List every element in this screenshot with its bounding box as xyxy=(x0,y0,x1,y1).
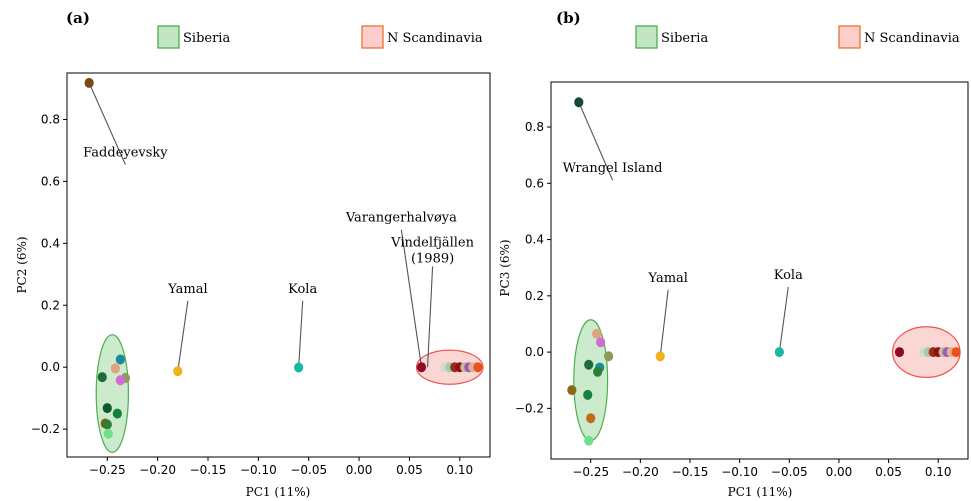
data-point xyxy=(584,360,593,370)
x-tick-label: −0.15 xyxy=(672,465,709,479)
x-axis-label: PC1 (11%) xyxy=(246,485,311,499)
x-tick-label: 0.10 xyxy=(925,465,952,479)
annotation-line xyxy=(178,301,188,371)
legend-swatch xyxy=(158,26,179,48)
x-tick-label: 0.00 xyxy=(826,465,853,479)
data-point xyxy=(103,419,112,429)
annotation-line xyxy=(779,287,788,352)
y-tick-label: −0.2 xyxy=(515,401,544,415)
data-point xyxy=(85,78,94,88)
y-tick-label: 0.6 xyxy=(525,176,544,190)
x-axis-label: PC1 (11%) xyxy=(728,485,793,499)
annotation-line xyxy=(660,290,668,357)
panel-label: (b) xyxy=(556,9,581,27)
data-point xyxy=(604,351,613,361)
x-tick-label: −0.10 xyxy=(721,465,758,479)
y-tick-label: −0.2 xyxy=(31,422,60,436)
data-point xyxy=(574,97,583,107)
plot-frame xyxy=(551,82,968,459)
annotation-label: Kola xyxy=(774,268,803,283)
annotation-label: Varangerhalvøya xyxy=(345,211,457,226)
y-tick-label: 0.6 xyxy=(41,174,60,188)
data-point xyxy=(116,354,125,364)
data-point xyxy=(116,375,125,385)
legend-swatch xyxy=(839,26,860,48)
x-tick-label: −0.20 xyxy=(622,465,659,479)
data-point xyxy=(104,429,113,439)
annotation-label: Yamal xyxy=(647,271,688,286)
x-tick-label: 0.05 xyxy=(875,465,902,479)
legend-swatch xyxy=(636,26,657,48)
annotation-label: (1989) xyxy=(411,251,454,266)
data-point xyxy=(103,403,112,413)
data-point xyxy=(951,347,960,357)
panel-label: (a) xyxy=(66,9,90,27)
data-point xyxy=(596,337,605,347)
data-point xyxy=(592,329,601,339)
x-tick-label: −0.20 xyxy=(139,463,176,477)
data-point xyxy=(98,372,107,382)
y-tick-label: 0.8 xyxy=(41,112,60,126)
y-axis-label: PC3 (6%) xyxy=(498,239,512,296)
data-point xyxy=(417,362,426,372)
y-tick-label: 0.0 xyxy=(41,360,60,374)
data-point xyxy=(111,363,120,373)
data-point xyxy=(586,413,595,423)
legend-label: Siberia xyxy=(661,31,708,46)
y-tick-label: 0.2 xyxy=(41,298,60,312)
annotation-label: Kola xyxy=(288,282,317,297)
annotation-label: Faddeyevsky xyxy=(83,146,168,161)
chart-panel-1: (b) Siberia N Scandinavia −0.25 −0.20 −0.15 −0… xyxy=(498,9,968,499)
data-point xyxy=(656,351,665,361)
data-point xyxy=(895,347,904,357)
y-axis-label: PC2 (6%) xyxy=(15,236,29,293)
annotation-line xyxy=(299,301,303,368)
legend-swatch xyxy=(362,26,383,48)
legend-label: N Scandinavia xyxy=(864,31,960,46)
annotation-line xyxy=(428,266,433,367)
x-tick-label: 0.00 xyxy=(346,463,373,477)
data-point xyxy=(775,347,784,357)
data-point xyxy=(584,436,593,446)
data-point xyxy=(567,385,576,395)
data-point xyxy=(473,362,482,372)
legend-label: Siberia xyxy=(183,31,230,46)
y-tick-label: 0.4 xyxy=(525,233,544,247)
annotation-label: Wrangel Island xyxy=(563,161,663,176)
data-point xyxy=(593,367,602,377)
data-point xyxy=(113,409,122,419)
x-tick-label: −0.05 xyxy=(290,463,327,477)
data-point xyxy=(294,363,303,373)
x-tick-label: −0.25 xyxy=(572,465,609,479)
x-tick-label: 0.10 xyxy=(446,463,473,477)
x-tick-label: 0.05 xyxy=(396,463,423,477)
y-tick-label: 0.0 xyxy=(525,345,544,359)
chart-panel-0: (a) Siberia N Scandinavia −0.25 −0.20 −0.15 −0… xyxy=(15,9,490,499)
data-point xyxy=(173,366,182,376)
y-tick-label: 0.2 xyxy=(525,289,544,303)
x-tick-label: −0.10 xyxy=(240,463,277,477)
x-tick-label: −0.05 xyxy=(771,465,808,479)
data-point xyxy=(583,390,592,400)
annotation-label: Vindelfjällen xyxy=(390,235,474,250)
annotation-label: Yamal xyxy=(167,282,208,297)
x-tick-label: −0.15 xyxy=(190,463,227,477)
x-tick-label: −0.25 xyxy=(89,463,126,477)
y-tick-label: 0.4 xyxy=(41,236,60,250)
y-tick-label: 0.8 xyxy=(525,120,544,134)
legend-label: N Scandinavia xyxy=(387,31,483,46)
